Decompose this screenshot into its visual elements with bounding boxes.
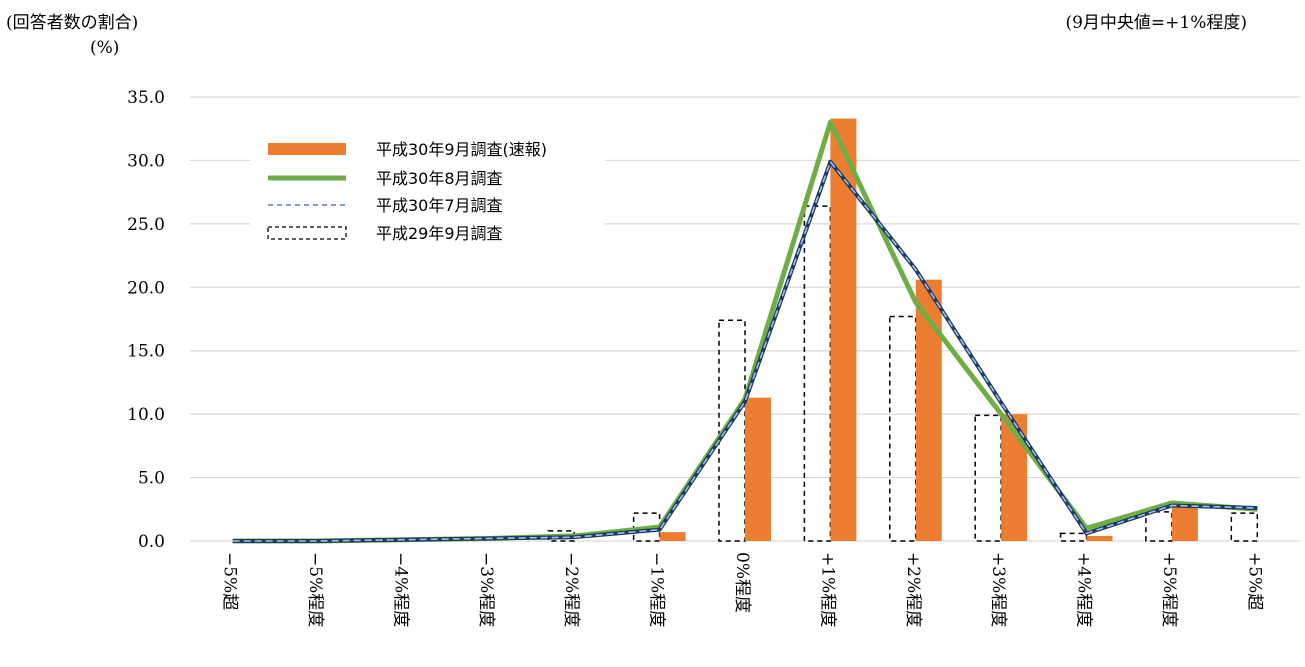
y-tick-label: 10.0 <box>127 405 165 425</box>
x-tick-label: −5%超 <box>220 552 240 610</box>
bar-current <box>745 397 771 541</box>
x-tick-label: +3%程度 <box>988 552 1008 627</box>
x-tick-label: +5%程度 <box>1159 552 1179 627</box>
y-tick-label: 15.0 <box>127 342 165 362</box>
legend-swatch-prev <box>267 226 347 240</box>
y-axis-ticks: 0.0 5.0 10.0 15.0 20.0 25.0 30.0 35.0 <box>127 88 165 552</box>
x-tick-label: −3%程度 <box>476 552 496 627</box>
bar-prev-year <box>1230 512 1259 542</box>
y-axis-unit: (%) <box>90 38 120 58</box>
y-tick-label: 25.0 <box>127 215 165 235</box>
x-tick-label: 0%程度 <box>732 552 752 613</box>
bar-current <box>659 532 686 541</box>
x-tick-label: +2%程度 <box>903 552 923 627</box>
bar-current <box>1086 535 1113 541</box>
y-tick-label: 35.0 <box>127 88 165 108</box>
y-tick-label: 5.0 <box>138 469 165 489</box>
bar-prev-year <box>803 205 832 542</box>
legend-label: 平成29年9月調査 <box>376 224 503 243</box>
y-tick-label: 0.0 <box>138 532 165 552</box>
y-axis-title: (回答者数の割合) <box>6 13 139 33</box>
bar-current <box>1171 505 1198 541</box>
x-tick-label: −5%程度 <box>305 552 325 627</box>
legend-label: 平成30年9月調査(速報) <box>376 140 547 159</box>
x-tick-label: +4%程度 <box>1074 552 1094 627</box>
bars-prev-year <box>547 205 1259 542</box>
series-lines <box>232 119 1258 544</box>
legend-label: 平成30年8月調査 <box>376 169 503 188</box>
legend-swatch-current <box>268 143 346 155</box>
x-tick-label: −1%程度 <box>647 552 667 627</box>
x-tick-label: +5%超 <box>1244 552 1264 610</box>
x-tick-label: +1%程度 <box>817 552 837 627</box>
x-axis-ticks: −5%超 −5%程度 −4%程度 −3%程度 −2%程度 −1%程度 0%程度 +1%程度 +2… <box>220 552 1265 627</box>
line-jul-dash <box>232 160 1258 542</box>
bar-prev-year <box>974 414 1002 542</box>
y-tick-label: 30.0 <box>127 151 165 171</box>
median-note: (9月中央値=+1%程度) <box>1065 13 1247 33</box>
bar-current <box>830 118 857 542</box>
legend-label: 平成30年7月調査 <box>376 196 503 215</box>
bar-prev-year <box>1145 511 1173 542</box>
x-tick-label: −4%程度 <box>390 552 410 627</box>
x-tick-label: −2%程度 <box>561 552 581 627</box>
y-tick-label: 20.0 <box>127 278 165 298</box>
bar-prev-year <box>1059 532 1088 542</box>
